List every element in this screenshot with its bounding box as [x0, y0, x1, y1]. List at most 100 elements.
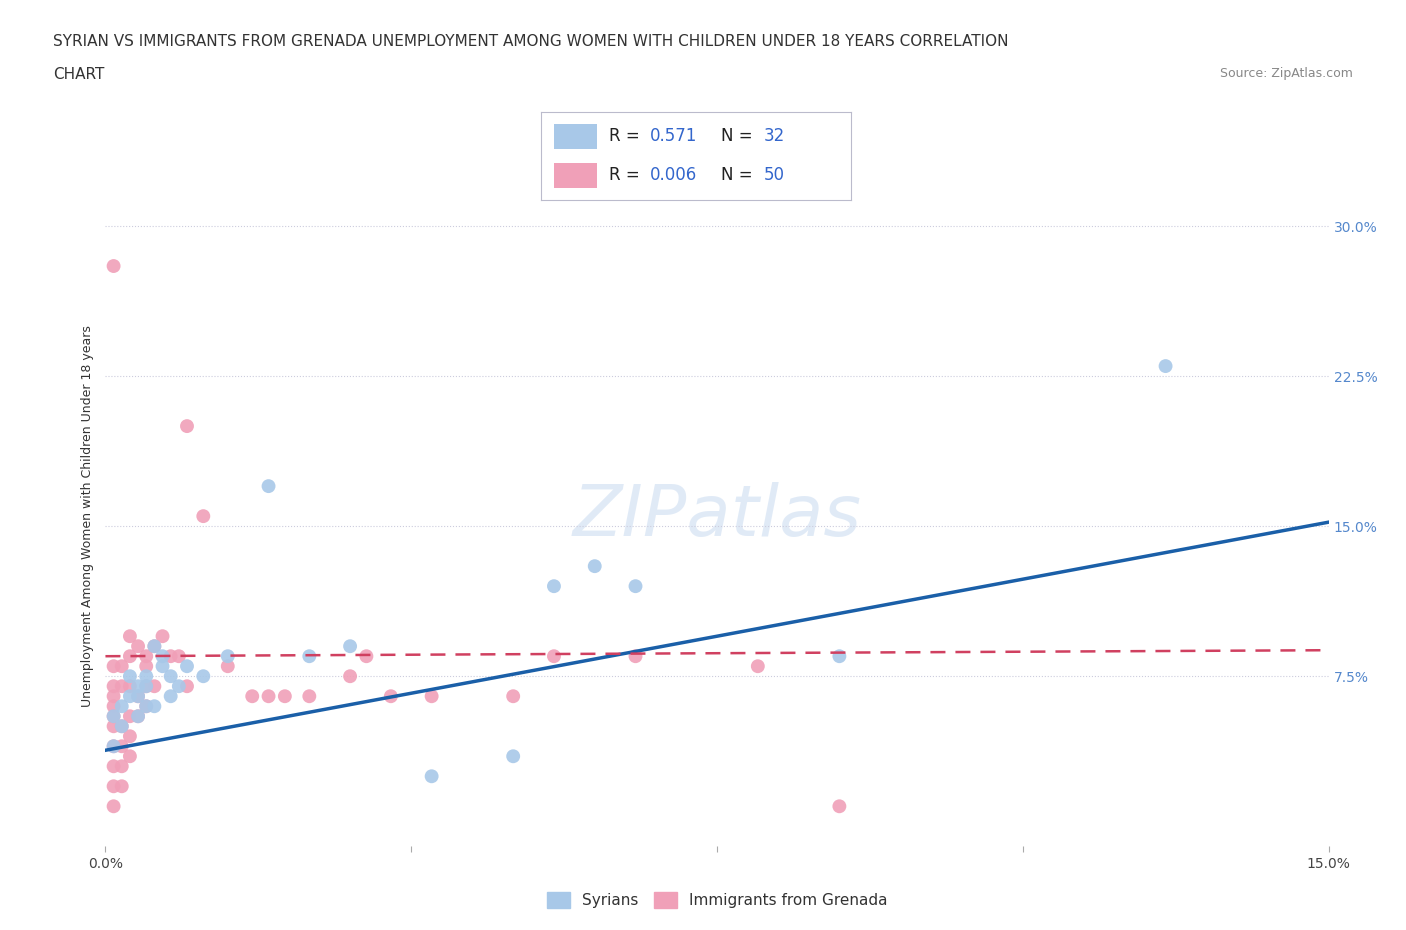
- Point: [103, 738, 125, 753]
- Point: [159, 649, 181, 664]
- Point: [143, 698, 166, 713]
- Point: [118, 669, 141, 684]
- Point: [193, 509, 215, 524]
- Point: [135, 669, 157, 684]
- Point: [127, 709, 149, 724]
- Point: [420, 769, 443, 784]
- Point: [118, 709, 141, 724]
- Point: [103, 259, 125, 273]
- Text: CHART: CHART: [53, 67, 105, 82]
- Point: [118, 749, 141, 764]
- Bar: [554, 163, 598, 188]
- Point: [135, 698, 157, 713]
- Text: ZIPatlas: ZIPatlas: [572, 482, 862, 551]
- Point: [167, 649, 190, 664]
- Point: [111, 759, 134, 774]
- Y-axis label: Unemployment Among Women with Children Under 18 years: Unemployment Among Women with Children U…: [82, 326, 94, 707]
- Point: [103, 658, 125, 673]
- Point: [103, 738, 125, 753]
- Point: [127, 689, 149, 704]
- Point: [257, 479, 280, 494]
- Point: [274, 689, 297, 704]
- Point: [217, 658, 239, 673]
- Point: [152, 658, 174, 673]
- Point: [135, 649, 157, 664]
- Point: [828, 799, 851, 814]
- Point: [502, 689, 524, 704]
- Point: [111, 738, 134, 753]
- Point: [217, 649, 239, 664]
- Point: [240, 689, 263, 704]
- Point: [127, 709, 149, 724]
- Text: R =: R =: [609, 166, 640, 184]
- Point: [103, 799, 125, 814]
- Point: [103, 709, 125, 724]
- Point: [111, 698, 134, 713]
- Point: [118, 629, 141, 644]
- Point: [103, 759, 125, 774]
- Point: [159, 689, 181, 704]
- Text: N =: N =: [721, 166, 752, 184]
- Point: [103, 679, 125, 694]
- Point: [152, 629, 174, 644]
- Point: [624, 649, 647, 664]
- Text: N =: N =: [721, 127, 752, 145]
- Point: [118, 679, 141, 694]
- Text: 0.006: 0.006: [650, 166, 697, 184]
- Point: [176, 418, 198, 433]
- Point: [380, 689, 402, 704]
- Point: [339, 639, 361, 654]
- Point: [103, 689, 125, 704]
- Point: [111, 719, 134, 734]
- Point: [143, 679, 166, 694]
- Point: [747, 658, 769, 673]
- Point: [193, 669, 215, 684]
- Point: [135, 658, 157, 673]
- Text: SYRIAN VS IMMIGRANTS FROM GRENADA UNEMPLOYMENT AMONG WOMEN WITH CHILDREN UNDER 1: SYRIAN VS IMMIGRANTS FROM GRENADA UNEMPL…: [53, 34, 1010, 49]
- Point: [257, 689, 280, 704]
- Text: 32: 32: [763, 127, 786, 145]
- Point: [127, 689, 149, 704]
- Point: [159, 669, 181, 684]
- Text: R =: R =: [609, 127, 640, 145]
- Point: [118, 649, 141, 664]
- Bar: [554, 124, 598, 149]
- Point: [176, 658, 198, 673]
- Point: [543, 578, 565, 593]
- Point: [143, 639, 166, 654]
- Point: [111, 778, 134, 793]
- Point: [543, 649, 565, 664]
- Point: [135, 698, 157, 713]
- Point: [118, 689, 141, 704]
- Point: [135, 679, 157, 694]
- Point: [127, 679, 149, 694]
- Point: [103, 709, 125, 724]
- Point: [298, 689, 321, 704]
- Point: [111, 679, 134, 694]
- Point: [420, 689, 443, 704]
- Point: [176, 679, 198, 694]
- Point: [167, 679, 190, 694]
- Text: Source: ZipAtlas.com: Source: ZipAtlas.com: [1219, 67, 1353, 80]
- Text: 50: 50: [763, 166, 785, 184]
- Text: 0.571: 0.571: [650, 127, 697, 145]
- Point: [103, 719, 125, 734]
- Point: [624, 578, 647, 593]
- Point: [111, 658, 134, 673]
- Point: [1154, 359, 1177, 374]
- Point: [127, 639, 149, 654]
- Point: [356, 649, 378, 664]
- Point: [135, 679, 157, 694]
- Point: [298, 649, 321, 664]
- Point: [502, 749, 524, 764]
- Point: [828, 649, 851, 664]
- Point: [118, 729, 141, 744]
- Point: [583, 559, 606, 574]
- Point: [103, 698, 125, 713]
- Point: [143, 639, 166, 654]
- Point: [111, 719, 134, 734]
- Point: [103, 778, 125, 793]
- Legend: Syrians, Immigrants from Grenada: Syrians, Immigrants from Grenada: [541, 886, 893, 914]
- Point: [152, 649, 174, 664]
- Point: [339, 669, 361, 684]
